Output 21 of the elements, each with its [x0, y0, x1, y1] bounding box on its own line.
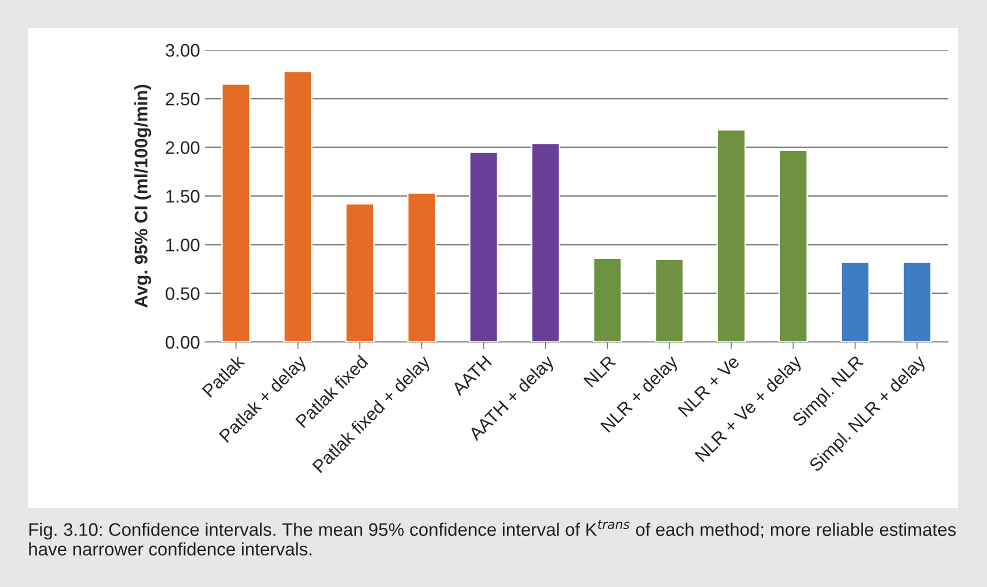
- y-tick-label: 0.00: [166, 336, 200, 349]
- bar: [592, 258, 622, 342]
- y-axis-title: Avg. 95% CI (ml/100g/min): [134, 84, 152, 308]
- y-tick-label: 0.50: [166, 287, 200, 300]
- y-tick-label: 2.50: [166, 92, 200, 106]
- bar: [654, 258, 684, 342]
- y-tick-label: 1.50: [166, 190, 200, 203]
- bar: [407, 192, 436, 342]
- bar: [778, 150, 808, 342]
- text: Fig. 3.10: Confidence intervals. The mean 95% confidence interval of K$^{trans}$ of each method; more reliable estimates have narrower confidence intervals.: [29, 520, 956, 556]
- bar: [345, 203, 374, 342]
- bar: [221, 83, 251, 342]
- bar: [902, 261, 932, 342]
- y-tick-label: 2.00: [166, 141, 200, 154]
- bar: [469, 152, 498, 342]
- y-tick-label: 1.00: [166, 238, 200, 252]
- y-tick-label: 3.00: [166, 44, 200, 57]
- bar: [716, 129, 746, 342]
- bar: [840, 261, 870, 342]
- bar: [530, 142, 560, 342]
- bar: [283, 70, 312, 342]
